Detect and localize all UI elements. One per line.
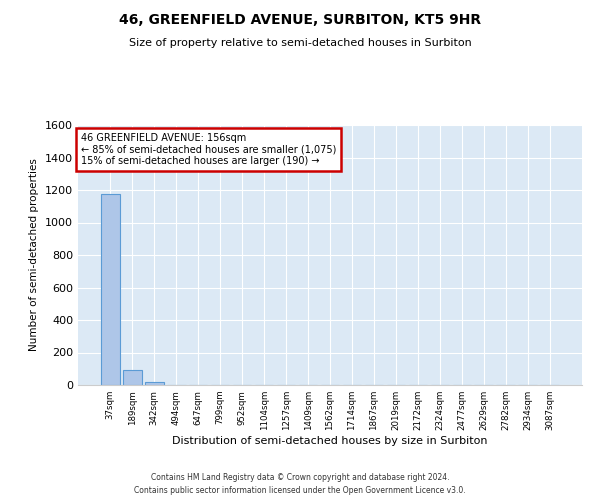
Text: Contains HM Land Registry data © Crown copyright and database right 2024.
Contai: Contains HM Land Registry data © Crown c… xyxy=(134,473,466,495)
Text: 46 GREENFIELD AVENUE: 156sqm
← 85% of semi-detached houses are smaller (1,075)
1: 46 GREENFIELD AVENUE: 156sqm ← 85% of se… xyxy=(80,133,336,166)
X-axis label: Distribution of semi-detached houses by size in Surbiton: Distribution of semi-detached houses by … xyxy=(172,436,488,446)
Text: 46, GREENFIELD AVENUE, SURBITON, KT5 9HR: 46, GREENFIELD AVENUE, SURBITON, KT5 9HR xyxy=(119,12,481,26)
Text: Size of property relative to semi-detached houses in Surbiton: Size of property relative to semi-detach… xyxy=(128,38,472,48)
Bar xyxy=(101,194,119,385)
Bar xyxy=(123,370,142,385)
Bar xyxy=(145,382,164,385)
Y-axis label: Number of semi-detached properties: Number of semi-detached properties xyxy=(29,158,40,352)
